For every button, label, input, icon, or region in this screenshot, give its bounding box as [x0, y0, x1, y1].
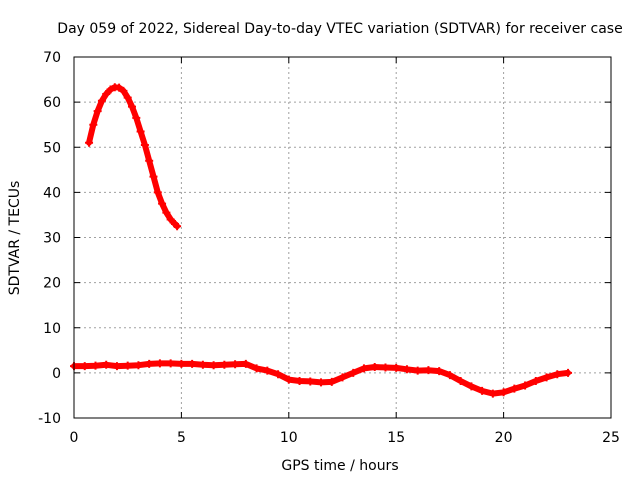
data-point: [123, 93, 132, 102]
data-point: [284, 375, 293, 384]
data-point: [317, 378, 326, 387]
y-tick-label: 40: [43, 185, 61, 201]
axis-ticks: 0 5 10 15 20 25 -10 0 10 20 30 40 50 60 70: [38, 50, 620, 446]
x-tick-label: 15: [387, 430, 405, 446]
data-point: [424, 366, 433, 375]
data-point: [231, 360, 240, 369]
data-point: [89, 120, 98, 129]
data-point: [327, 377, 336, 386]
data-point: [80, 362, 89, 371]
data-point: [85, 138, 94, 147]
data-point: [478, 386, 487, 395]
data-point: [145, 359, 154, 368]
x-tick-label: 5: [177, 430, 186, 446]
data-point: [542, 373, 551, 382]
data-point: [119, 86, 128, 95]
data-point: [359, 364, 368, 373]
data-point: [93, 107, 102, 116]
data-point: [91, 361, 100, 370]
data-point: [349, 368, 358, 377]
y-tick-label: -10: [38, 411, 61, 427]
data-point: [252, 364, 261, 373]
x-tick-label: 25: [602, 430, 620, 446]
data-point: [173, 222, 182, 231]
data-point: [136, 127, 145, 136]
data-point: [102, 360, 111, 369]
data-point: [115, 83, 124, 92]
y-tick-label: 20: [43, 276, 61, 292]
x-tick-label: 0: [70, 430, 79, 446]
data-point: [370, 363, 379, 372]
data-series: [70, 83, 573, 398]
data-point: [381, 363, 390, 372]
data-point: [112, 362, 121, 371]
x-tick-label: 20: [495, 430, 513, 446]
data-point: [153, 188, 162, 197]
y-axis-label: SDTVAR / TECUs: [7, 181, 23, 296]
grid-lines: [74, 57, 611, 418]
data-point: [177, 359, 186, 368]
data-point: [274, 370, 283, 379]
data-point: [198, 360, 207, 369]
data-point: [456, 376, 465, 385]
data-point: [209, 361, 218, 370]
data-point: [435, 367, 444, 376]
data-point: [166, 359, 175, 368]
data-point: [106, 85, 115, 94]
data-point: [149, 172, 158, 181]
x-tick-label: 10: [280, 430, 298, 446]
chart-title: Day 059 of 2022, Sidereal Day-to-day VTE…: [57, 21, 622, 37]
data-point: [553, 370, 562, 379]
data-point: [220, 360, 229, 369]
data-point: [499, 388, 508, 397]
data-point: [162, 208, 171, 217]
data-point: [488, 389, 497, 398]
data-point: [402, 365, 411, 374]
data-point: [467, 382, 476, 391]
y-tick-label: 50: [43, 140, 61, 156]
data-point: [564, 368, 573, 377]
data-point: [306, 377, 315, 386]
data-point: [188, 359, 197, 368]
data-point: [263, 366, 272, 375]
data-point: [145, 156, 154, 165]
data-point: [531, 376, 540, 385]
data-point: [521, 381, 530, 390]
data-point: [241, 359, 250, 368]
y-tick-label: 0: [52, 366, 61, 382]
data-point: [102, 90, 111, 99]
data-point: [295, 376, 304, 385]
y-tick-label: 30: [43, 231, 61, 247]
data-point: [445, 371, 454, 380]
data-point: [132, 113, 141, 122]
data-point: [413, 366, 422, 375]
y-tick-label: 70: [43, 50, 61, 66]
data-point: [392, 363, 401, 372]
data-point: [510, 384, 519, 393]
data-point: [158, 199, 167, 208]
data-point: [127, 102, 136, 111]
data-point: [97, 96, 106, 105]
data-point: [338, 373, 347, 382]
y-tick-label: 10: [43, 321, 61, 337]
data-point: [140, 140, 149, 149]
series-trace-arc-1: [86, 84, 181, 230]
data-point: [123, 361, 132, 370]
x-axis-label: GPS time / hours: [281, 458, 398, 474]
y-tick-label: 60: [43, 95, 61, 111]
data-point: [134, 361, 143, 370]
data-point: [166, 215, 175, 224]
data-point: [155, 359, 164, 368]
